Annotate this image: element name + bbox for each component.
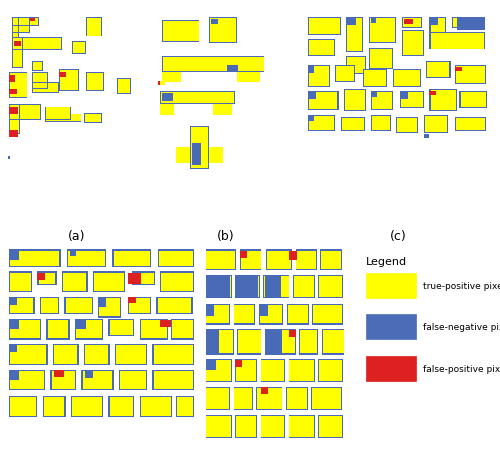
Text: true-positive pixels: true-positive pixels (423, 281, 500, 290)
Text: false-negative pixels: false-negative pixels (423, 323, 500, 332)
Text: (d): (d) (93, 462, 110, 463)
Text: false-positive pixels: false-positive pixels (423, 364, 500, 373)
Text: (a): (a) (68, 230, 86, 243)
Text: Legend: Legend (366, 257, 406, 267)
Bar (366, 315, 416, 340)
Bar (366, 273, 416, 298)
Bar (366, 356, 416, 381)
Text: (b): (b) (216, 230, 234, 243)
Text: (c): (c) (390, 230, 406, 243)
Text: (e): (e) (266, 462, 283, 463)
